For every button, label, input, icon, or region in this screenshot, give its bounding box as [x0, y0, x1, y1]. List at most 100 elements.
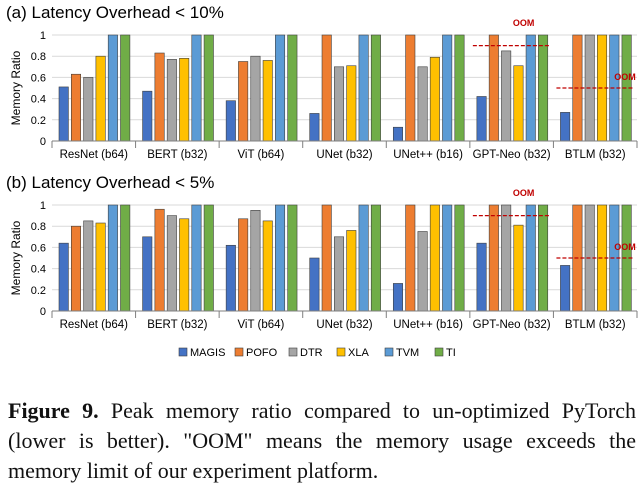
x-tick-label: UNet++ (b16)	[393, 319, 463, 331]
bar-tvm	[525, 34, 536, 142]
bar-pofo	[321, 34, 332, 142]
y-tick-label: 0.2	[31, 285, 46, 297]
bar-magis	[309, 113, 320, 142]
bar-magis	[476, 242, 487, 312]
bar-magis	[476, 96, 487, 142]
bar-ti	[120, 204, 131, 312]
legend-label: XLA	[348, 347, 369, 359]
chart-title: (b) Latency Overhead < 5%	[6, 173, 214, 192]
bar-pofo	[238, 218, 249, 312]
bar-magis	[58, 242, 69, 312]
bar-magis	[142, 236, 153, 312]
y-tick-label: 0	[40, 306, 46, 318]
y-tick-label: 0.8	[31, 51, 46, 63]
legend-label: MAGIS	[190, 347, 225, 359]
legend-swatch-magis	[178, 347, 188, 357]
bar-xla	[95, 55, 106, 142]
bar-dtr	[501, 50, 512, 142]
bar-ti	[454, 34, 465, 142]
y-tick-label: 1	[40, 30, 46, 42]
bar-ti	[370, 204, 381, 312]
x-tick-label: BERT (b32)	[147, 149, 207, 161]
bar-dtr	[83, 220, 94, 312]
bar-dtr	[166, 59, 177, 142]
legend-swatch-pofo	[234, 347, 244, 357]
bar-ti	[120, 34, 131, 142]
caption-text: Peak memory ratio compared to un-optimiz…	[8, 398, 637, 483]
bar-xla	[429, 204, 440, 312]
legend-label: TI	[446, 347, 456, 359]
bar-dtr	[334, 66, 345, 142]
bar-tvm	[358, 204, 369, 312]
bar-tvm	[107, 204, 118, 312]
y-axis-label: Memory Ratio	[9, 220, 23, 295]
bar-dtr	[166, 215, 177, 312]
bar-tvm	[275, 34, 286, 142]
bar-ti	[287, 34, 298, 142]
bar-dtr	[501, 204, 512, 312]
bar-dtr	[417, 66, 428, 142]
bar-pofo	[405, 204, 416, 312]
x-tick-label: ViT (b64)	[237, 319, 284, 331]
bar-xla	[346, 230, 357, 312]
bar-pofo	[238, 61, 249, 142]
bar-ti	[203, 204, 214, 312]
x-tick-label: GPT-Neo (b32)	[473, 149, 551, 161]
chart-title: (a) Latency Overhead < 10%	[6, 3, 224, 22]
x-tick-label: BTLM (b32)	[565, 149, 626, 161]
x-tick-label: ResNet (b64)	[60, 319, 129, 331]
legend-label: POFO	[246, 347, 278, 359]
figure-caption: Figure 9. Peak memory ratio compared to …	[8, 396, 636, 486]
y-tick-label: 0.8	[31, 221, 46, 233]
bar-tvm	[191, 204, 202, 312]
bar-xla	[179, 58, 190, 142]
bar-pofo	[321, 204, 332, 312]
x-tick-label: UNet (b32)	[316, 149, 372, 161]
bar-xla	[429, 56, 440, 142]
y-axis-label: Memory Ratio	[9, 50, 23, 125]
y-tick-label: 0.2	[31, 115, 46, 127]
bar-magis	[225, 100, 236, 142]
bar-magis	[392, 126, 403, 142]
oom-label: OOM	[513, 188, 535, 198]
oom-label: OOM	[513, 18, 535, 28]
bar-ti	[203, 34, 214, 142]
bar-tvm	[358, 34, 369, 142]
bar-tvm	[442, 34, 453, 142]
bar-pofo	[405, 34, 416, 142]
bar-xla	[346, 65, 357, 142]
y-tick-label: 1	[40, 200, 46, 212]
oom-label: OOM	[614, 72, 636, 82]
x-tick-label: BERT (b32)	[147, 319, 207, 331]
bar-pofo	[488, 204, 499, 312]
bar-dtr	[250, 210, 261, 312]
bar-xla	[179, 218, 190, 312]
bar-ti	[454, 204, 465, 312]
legend-swatch-ti	[434, 347, 444, 357]
bar-pofo	[154, 52, 165, 142]
bar-magis	[309, 257, 320, 312]
x-tick-label: UNet (b32)	[316, 319, 372, 331]
bar-tvm	[191, 34, 202, 142]
bar-tvm	[442, 204, 453, 312]
bar-dtr	[83, 77, 94, 142]
bar-ti	[538, 204, 549, 312]
y-tick-label: 0.6	[31, 72, 46, 84]
bar-magis	[560, 112, 571, 142]
bar-ti	[287, 204, 298, 312]
legend-swatch-dtr	[288, 347, 298, 357]
x-tick-label: ResNet (b64)	[60, 149, 129, 161]
legend-swatch-xla	[336, 347, 346, 357]
bar-magis	[58, 86, 69, 142]
bar-xla	[262, 220, 273, 312]
bar-xla	[513, 65, 524, 142]
bar-ti	[370, 34, 381, 142]
bar-dtr	[250, 55, 261, 142]
caption-label: Figure 9.	[8, 398, 99, 423]
bar-xla	[262, 60, 273, 142]
y-tick-label: 0	[40, 136, 46, 148]
bar-tvm	[525, 204, 536, 312]
legend-swatch-tvm	[384, 347, 394, 357]
bar-ti	[538, 34, 549, 142]
bar-pofo	[154, 208, 165, 312]
